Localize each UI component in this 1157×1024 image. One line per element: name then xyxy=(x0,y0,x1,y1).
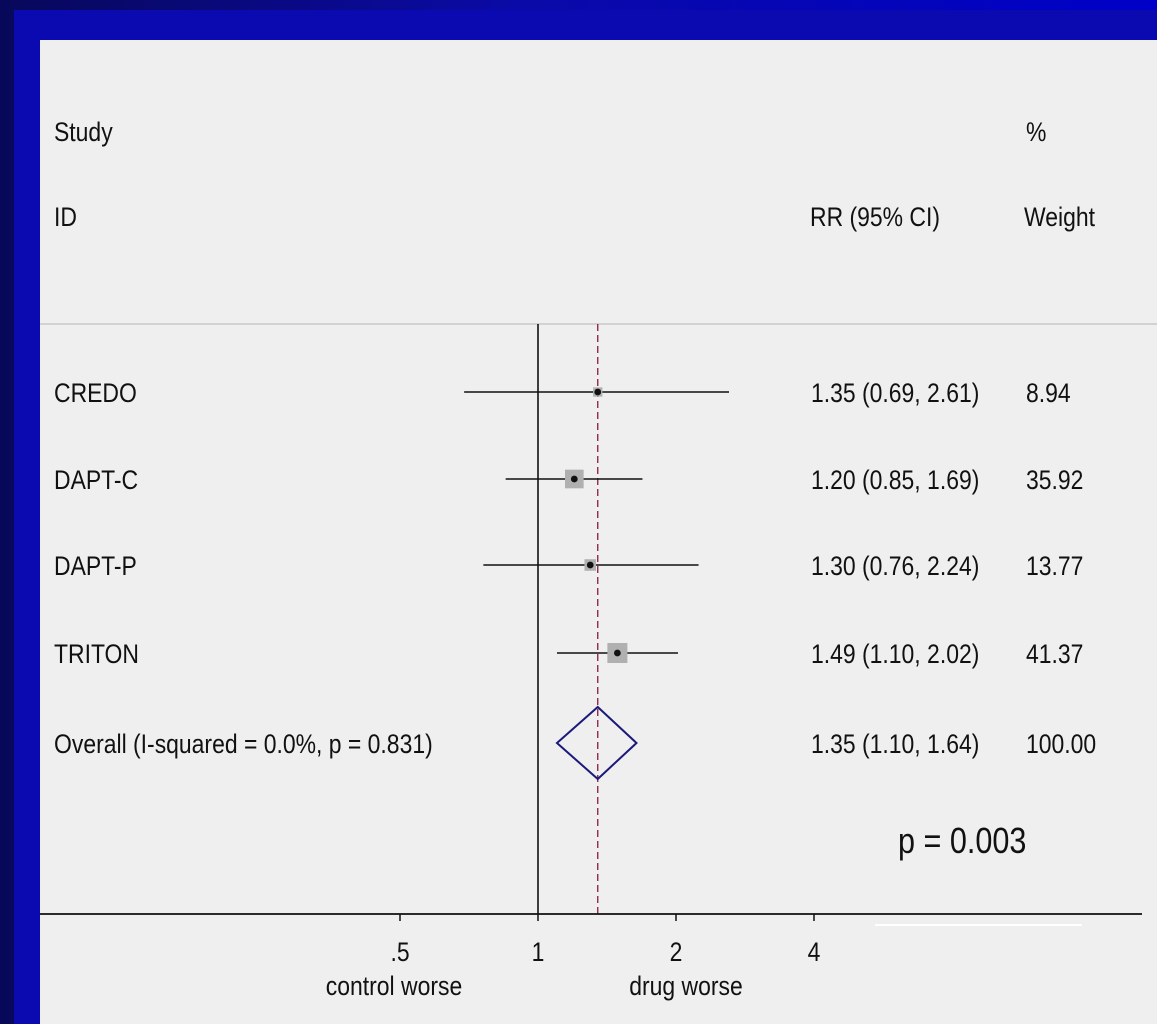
study-label: DAPT-P xyxy=(54,551,137,581)
weight-value: 35.92 xyxy=(1026,465,1083,495)
x-tick-label: .5 xyxy=(390,937,409,967)
x-tick-label: 4 xyxy=(808,937,821,967)
x-tick-label: 1 xyxy=(532,937,545,967)
header-study: Study xyxy=(54,117,113,147)
weight-value: 8.94 xyxy=(1026,378,1071,408)
rr-ci-value: 1.30 (0.76, 2.24) xyxy=(811,551,979,581)
study-label: CREDO xyxy=(54,378,137,408)
overall-diamond xyxy=(555,705,638,781)
rr-ci-value: 1.20 (0.85, 1.69) xyxy=(811,465,979,495)
overall-label: Overall (I-squared = 0.0%, p = 0.831) xyxy=(54,729,433,759)
header-percent: % xyxy=(1026,117,1046,147)
p-value-text: p = 0.003 xyxy=(898,822,1026,862)
rr-ci-value: 1.49 (1.10, 2.02) xyxy=(811,639,979,669)
point-estimate xyxy=(570,475,578,483)
point-estimate xyxy=(594,388,602,396)
forest-plot: Study ID % RR (95% CI) Weight CREDO 1.35 … xyxy=(40,40,1157,1024)
header-weight: Weight xyxy=(1024,202,1095,232)
slide-panel: Study ID % RR (95% CI) Weight CREDO 1.35 … xyxy=(14,10,1157,1024)
overall-weight-value: 100.00 xyxy=(1026,729,1096,759)
point-estimate xyxy=(613,649,621,657)
weight-value: 13.77 xyxy=(1026,551,1083,581)
study-label: DAPT-C xyxy=(54,465,138,495)
chart-marks: CREDO 1.35 (0.69, 2.61) 8.94 DAPT-C 1.20 (0.… xyxy=(40,324,1142,1001)
overall-rr-ci-value: 1.35 (1.10, 1.64) xyxy=(811,729,979,759)
rr-ci-value: 1.35 (0.69, 2.61) xyxy=(811,378,979,408)
control-worse-label: control worse xyxy=(326,971,462,1001)
weight-value: 41.37 xyxy=(1026,639,1083,669)
header-rr-ci: RR (95% CI) xyxy=(810,202,940,232)
drug-worse-label: drug worse xyxy=(629,971,742,1001)
study-label: TRITON xyxy=(54,639,139,669)
header-id: ID xyxy=(54,202,77,232)
point-estimate xyxy=(586,561,594,569)
x-tick-label: 2 xyxy=(670,937,683,967)
plot-background xyxy=(40,40,1157,1024)
